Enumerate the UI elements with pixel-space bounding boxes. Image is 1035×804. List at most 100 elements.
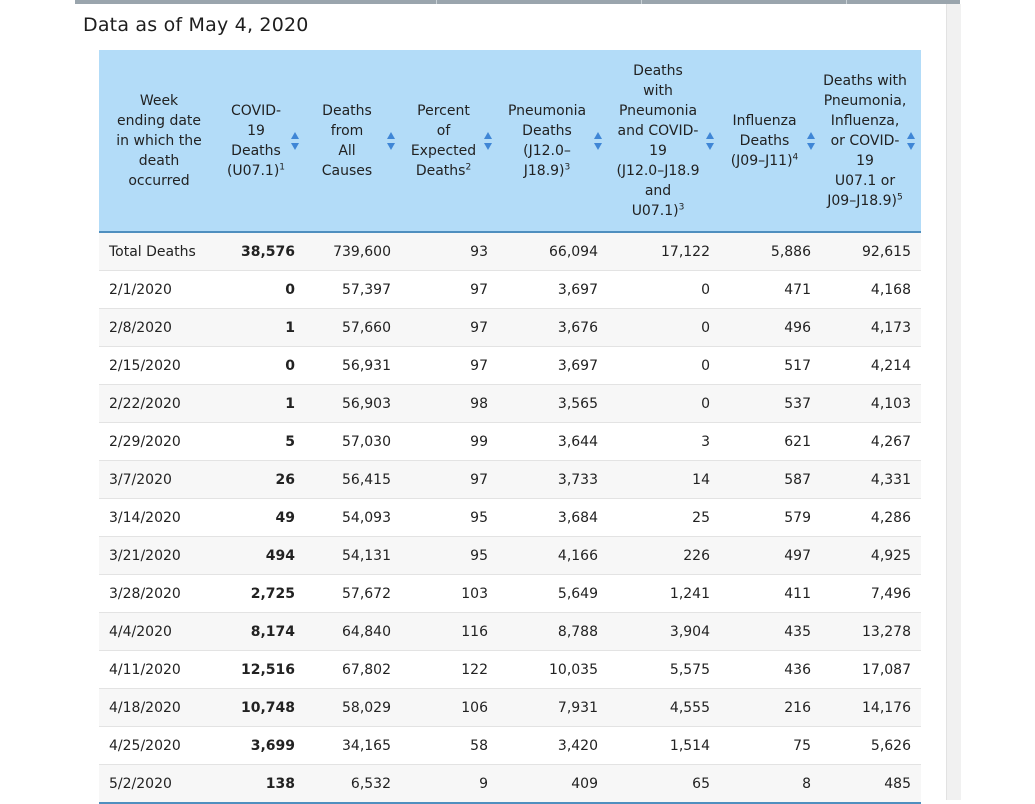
column-header-line: or COVID- — [830, 132, 900, 149]
column-header-deaths-all-causes[interactable]: Deaths from All Causes — [305, 50, 401, 233]
column-header-line: from — [330, 122, 364, 139]
sort-arrows-icon[interactable] — [484, 131, 493, 150]
column-header-line: Deaths — [231, 142, 281, 159]
sort-arrows-icon[interactable] — [594, 131, 603, 150]
sort-ascending-arrow-icon — [484, 131, 492, 139]
column-header-line: (J09–J11) — [730, 152, 793, 169]
column-header-line: Pneumonia, — [823, 92, 907, 109]
table-row: 4/4/2020 8,174 64,840 116 8,788 3,904 435 13,27… — [99, 612, 921, 651]
column-header-pneumonia-and-covid-deaths[interactable]: Deaths with Pneumonia and COVID- 19 (J12.0–J1… — [608, 50, 720, 233]
cell-covid-19-deaths: 0 — [219, 270, 305, 309]
table-row: 2/29/2020 5 57,030 99 3,644 3 621 4,267 — [99, 422, 921, 461]
table-body: Total Deaths 38,576 739,600 93 66,094 17,122 5… — [99, 232, 921, 804]
column-header-line: All — [338, 142, 356, 159]
column-header-covid-19-deaths[interactable]: COVID- 19 Deaths (U07.1)1 — [219, 50, 305, 233]
column-header-line: 19 — [649, 142, 667, 159]
cell-pneumonia-and-covid-deaths: 3,904 — [608, 612, 720, 651]
table-row: 5/2/2020 138 6,532 9 409 65 8 485 — [99, 764, 921, 804]
cell-pneumonia-deaths: 3,644 — [498, 422, 608, 461]
cell-pneumonia-and-covid-deaths: 14 — [608, 460, 720, 499]
cell-influenza-deaths: 537 — [720, 384, 821, 423]
cell-pneumonia-influenza-covid-deaths: 7,496 — [821, 574, 921, 613]
sort-ascending-arrow-icon — [706, 131, 714, 139]
sort-arrows-icon[interactable] — [807, 131, 816, 150]
column-header-pneumonia-deaths[interactable]: Pneumonia Deaths (J12.0– J18.9)3 — [498, 50, 608, 233]
column-header-percent-expected-deaths[interactable]: Percent of Expected Deaths2 — [401, 50, 498, 233]
cell-influenza-deaths: 471 — [720, 270, 821, 309]
cell-influenza-deaths: 579 — [720, 498, 821, 537]
table-row: 2/22/2020 1 56,903 98 3,565 0 537 4,103 — [99, 384, 921, 423]
sort-descending-arrow-icon — [291, 142, 299, 150]
cell-pneumonia-influenza-covid-deaths: 4,168 — [821, 270, 921, 309]
column-header-pneumonia-influenza-covid-deaths[interactable]: Deaths with Pneumonia, Influenza, or COVID-… — [821, 50, 921, 233]
cell-deaths-all-causes: 57,660 — [305, 308, 401, 347]
cell-week-ending-date: 3/21/2020 — [99, 536, 219, 575]
column-header-line: Influenza, — [830, 112, 900, 129]
cell-week-ending-date: Total Deaths — [99, 232, 219, 271]
column-header-label: Pneumonia Deaths (J12.0– J18.9)3 — [498, 101, 608, 181]
cell-influenza-deaths: 216 — [720, 688, 821, 727]
cell-deaths-all-causes: 739,600 — [305, 232, 401, 271]
cell-deaths-all-causes: 64,840 — [305, 612, 401, 651]
tab-divider — [846, 0, 847, 4]
cell-covid-19-deaths: 8,174 — [219, 612, 305, 651]
footnote-marker: 5 — [896, 191, 903, 202]
cell-deaths-all-causes: 57,672 — [305, 574, 401, 613]
cell-pneumonia-influenza-covid-deaths: 4,267 — [821, 422, 921, 461]
sort-descending-arrow-icon — [807, 142, 815, 150]
cell-pneumonia-and-covid-deaths: 5,575 — [608, 650, 720, 689]
table-row: 2/8/2020 1 57,660 97 3,676 0 496 4,173 — [99, 308, 921, 347]
cell-covid-19-deaths: 1 — [219, 308, 305, 347]
sort-arrows-icon[interactable] — [387, 131, 396, 150]
cell-pneumonia-and-covid-deaths: 0 — [608, 346, 720, 385]
footnote-marker: 3 — [564, 161, 571, 172]
column-header-line: Percent — [417, 102, 470, 119]
cell-covid-19-deaths: 0 — [219, 346, 305, 385]
column-header-line: with — [643, 82, 673, 99]
column-header-line: (U07.1) — [226, 162, 280, 179]
table-row: 4/11/2020 12,516 67,802 122 10,035 5,575 436 17… — [99, 650, 921, 689]
sort-arrows-icon[interactable] — [907, 131, 916, 150]
column-header-line: U07.1) — [631, 202, 679, 219]
column-header-influenza-deaths[interactable]: Influenza Deaths (J09–J11)4 — [720, 50, 821, 233]
data-as-of-heading: Data as of May 4, 2020 — [83, 14, 309, 36]
cell-week-ending-date: 2/8/2020 — [99, 308, 219, 347]
cell-pneumonia-influenza-covid-deaths: 14,176 — [821, 688, 921, 727]
cell-pneumonia-influenza-covid-deaths: 4,103 — [821, 384, 921, 423]
column-header-line: 19 — [247, 122, 265, 139]
cell-percent-expected-deaths: 122 — [401, 650, 498, 689]
cell-week-ending-date: 2/29/2020 — [99, 422, 219, 461]
table-header-row: Week ending date in which the death occurred… — [99, 50, 921, 233]
page-scrollbar[interactable] — [946, 4, 961, 800]
sort-ascending-arrow-icon — [387, 131, 395, 139]
column-header-line: (J12.0– — [523, 142, 571, 159]
cell-week-ending-date: 5/2/2020 — [99, 764, 219, 804]
footnote-marker: 2 — [465, 161, 472, 172]
column-header-line: Deaths — [322, 102, 372, 119]
column-header-line: Deaths — [739, 132, 790, 149]
column-header-label: Week ending date in which the death occurred — [99, 91, 219, 191]
cell-pneumonia-and-covid-deaths: 0 — [608, 270, 720, 309]
cell-pneumonia-influenza-covid-deaths: 485 — [821, 764, 921, 804]
cell-week-ending-date: 4/4/2020 — [99, 612, 219, 651]
cell-deaths-all-causes: 56,903 — [305, 384, 401, 423]
column-header-line: Week — [139, 92, 179, 109]
sort-arrows-icon[interactable] — [706, 131, 715, 150]
cell-covid-19-deaths: 3,699 — [219, 726, 305, 765]
cell-percent-expected-deaths: 93 — [401, 232, 498, 271]
cell-deaths-all-causes: 56,415 — [305, 460, 401, 499]
cell-pneumonia-deaths: 409 — [498, 764, 608, 804]
cell-pneumonia-influenza-covid-deaths: 92,615 — [821, 232, 921, 271]
sort-arrows-icon[interactable] — [291, 131, 300, 150]
deaths-table-container: Week ending date in which the death occurred… — [99, 50, 921, 804]
cell-influenza-deaths: 411 — [720, 574, 821, 613]
cell-week-ending-date: 3/14/2020 — [99, 498, 219, 537]
sort-descending-arrow-icon — [594, 142, 602, 150]
cell-pneumonia-deaths: 10,035 — [498, 650, 608, 689]
cell-influenza-deaths: 435 — [720, 612, 821, 651]
sort-ascending-arrow-icon — [594, 131, 602, 139]
cell-percent-expected-deaths: 99 — [401, 422, 498, 461]
column-header-label: COVID- 19 Deaths (U07.1)1 — [219, 101, 305, 181]
column-header-label: Percent of Expected Deaths2 — [401, 101, 498, 181]
column-header-line: Deaths — [633, 62, 683, 79]
